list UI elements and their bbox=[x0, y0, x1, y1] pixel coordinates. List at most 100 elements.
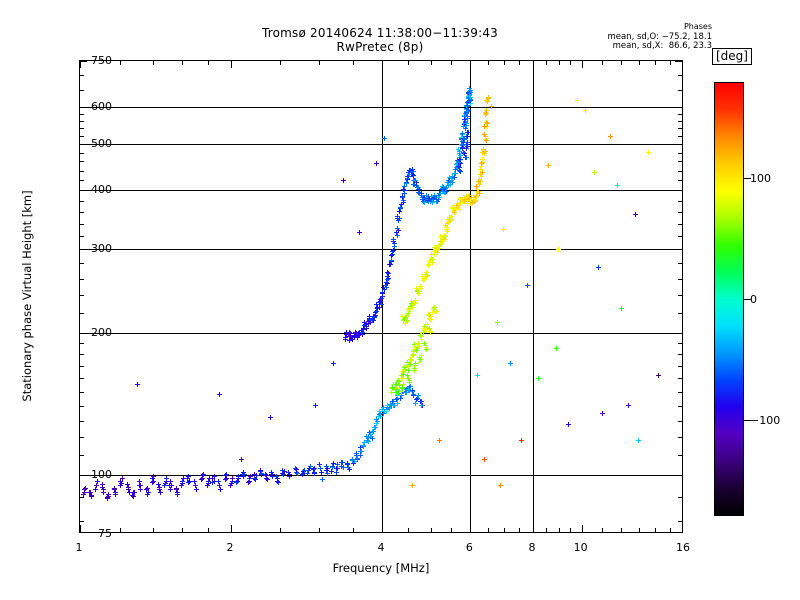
data-point bbox=[361, 443, 367, 449]
data-point bbox=[292, 466, 298, 472]
data-point bbox=[415, 288, 421, 294]
data-point bbox=[432, 304, 438, 310]
y-axis-minor-tick bbox=[80, 295, 84, 297]
y-axis-minor-tick bbox=[80, 391, 84, 393]
colorbar-tick-label: −100 bbox=[750, 413, 781, 427]
data-point bbox=[407, 304, 413, 310]
data-point bbox=[428, 313, 434, 319]
x-axis-minor-tick bbox=[558, 528, 560, 532]
data-point bbox=[125, 486, 131, 492]
data-point bbox=[422, 197, 428, 203]
data-point bbox=[404, 318, 410, 324]
data-point bbox=[458, 197, 464, 203]
data-point bbox=[210, 475, 216, 481]
data-point bbox=[414, 396, 420, 402]
x-axis-tick bbox=[470, 525, 472, 532]
data-point bbox=[419, 191, 425, 197]
data-point bbox=[412, 178, 418, 184]
x-axis-tick bbox=[533, 525, 534, 532]
data-point bbox=[416, 191, 422, 197]
data-point bbox=[389, 253, 395, 259]
data-point bbox=[338, 460, 344, 466]
data-point bbox=[411, 365, 417, 371]
data-point bbox=[394, 390, 400, 396]
data-point bbox=[430, 197, 436, 203]
y-axis-minor-tick bbox=[80, 128, 84, 130]
x-axis-tick-top bbox=[470, 61, 472, 68]
data-point bbox=[444, 229, 450, 235]
y-axis-tick-label: 400 bbox=[91, 183, 112, 197]
data-point bbox=[407, 171, 413, 177]
data-point bbox=[145, 490, 151, 496]
y-axis-minor-tick-right bbox=[678, 90, 682, 92]
x-axis-minor-tick-top bbox=[546, 61, 548, 65]
data-point bbox=[307, 463, 313, 469]
data-point bbox=[426, 258, 432, 264]
y-axis-minor-tick bbox=[80, 223, 84, 225]
y-axis-minor-tick-right bbox=[678, 391, 682, 393]
x-axis-minor-tick-top bbox=[570, 61, 572, 65]
data-point bbox=[412, 297, 418, 303]
data-point bbox=[418, 284, 424, 290]
data-point bbox=[431, 251, 437, 257]
data-point bbox=[414, 288, 420, 294]
data-point bbox=[144, 491, 150, 497]
data-point bbox=[410, 177, 416, 183]
y-axis-minor-tick bbox=[80, 136, 84, 138]
y-axis-minor-tick-right bbox=[678, 136, 682, 138]
data-point bbox=[229, 476, 235, 482]
data-point bbox=[445, 182, 451, 188]
data-point bbox=[481, 456, 487, 462]
data-point bbox=[462, 154, 468, 160]
data-point bbox=[456, 148, 462, 154]
data-point bbox=[318, 466, 324, 472]
data-point bbox=[478, 167, 484, 173]
data-point bbox=[483, 138, 489, 144]
colorbar-unit-label: [deg] bbox=[712, 48, 752, 65]
data-point bbox=[174, 487, 180, 493]
data-point bbox=[399, 391, 405, 397]
data-point bbox=[646, 150, 652, 156]
data-point bbox=[636, 438, 642, 444]
data-point bbox=[422, 342, 428, 348]
data-point bbox=[346, 466, 352, 472]
data-point bbox=[449, 180, 455, 186]
data-point bbox=[436, 197, 442, 203]
x-axis-tick bbox=[581, 525, 583, 532]
y-axis-minor-tick bbox=[80, 200, 84, 202]
y-axis-minor-tick-right bbox=[678, 263, 682, 265]
data-point bbox=[412, 367, 418, 373]
data-point bbox=[216, 482, 222, 488]
y-axis-minor-tick bbox=[80, 113, 84, 115]
data-point bbox=[457, 169, 463, 175]
colorbar-tick-label: 0 bbox=[750, 293, 757, 306]
data-point bbox=[423, 274, 429, 280]
data-point bbox=[239, 456, 245, 462]
data-point bbox=[388, 258, 394, 264]
data-point bbox=[451, 174, 457, 180]
data-point bbox=[434, 198, 440, 204]
data-point bbox=[464, 99, 470, 105]
data-point bbox=[425, 194, 431, 200]
y-axis-minor-tick-right bbox=[678, 128, 682, 130]
data-point bbox=[162, 483, 168, 489]
data-point bbox=[450, 173, 456, 179]
data-point bbox=[449, 205, 455, 211]
data-point bbox=[390, 386, 396, 392]
x-axis-tick-label: 4 bbox=[377, 541, 385, 554]
data-point bbox=[245, 479, 251, 485]
data-point bbox=[429, 310, 435, 316]
y-axis-minor-tick bbox=[80, 354, 84, 356]
x-axis-minor-tick bbox=[153, 528, 155, 532]
data-point bbox=[362, 323, 368, 329]
data-point bbox=[477, 179, 483, 185]
data-point bbox=[126, 485, 132, 491]
data-point bbox=[320, 476, 326, 482]
data-point bbox=[274, 475, 280, 481]
y-axis-tick bbox=[80, 474, 87, 476]
data-point bbox=[433, 309, 439, 315]
x-axis-tick-label: 1 bbox=[75, 541, 83, 554]
data-point bbox=[311, 466, 317, 472]
data-point bbox=[433, 198, 439, 204]
data-point bbox=[349, 458, 355, 464]
